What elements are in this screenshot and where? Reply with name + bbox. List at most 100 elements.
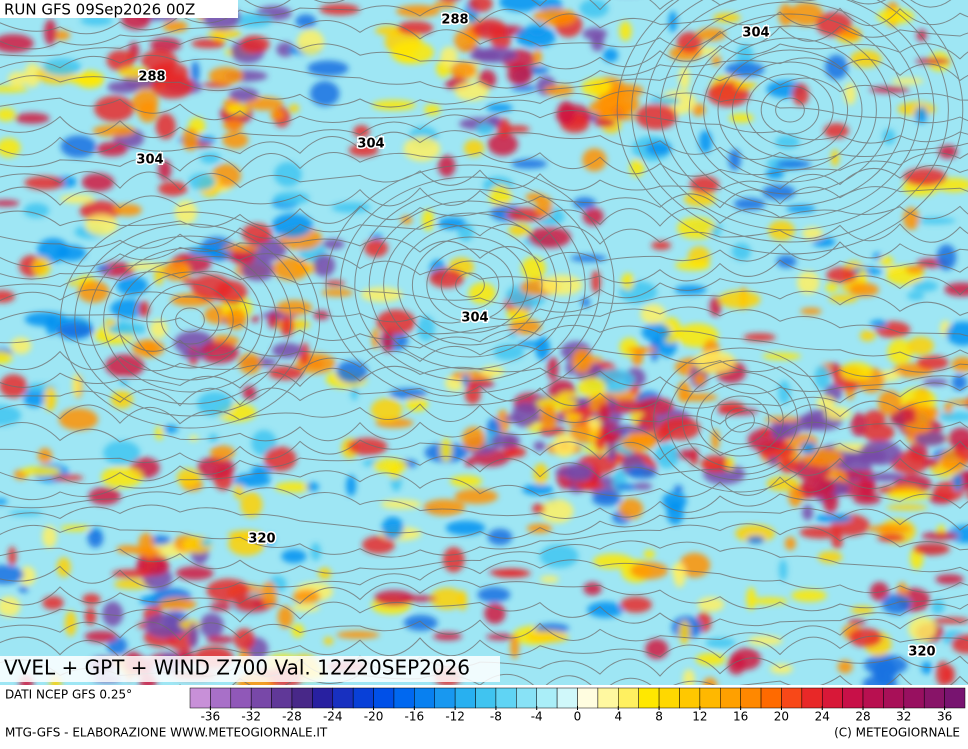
colorbar-swatch	[741, 688, 761, 708]
field-patch	[917, 30, 927, 42]
field-patch	[841, 362, 873, 381]
field-patch	[746, 587, 756, 610]
colorbar-swatch	[251, 688, 271, 708]
field-patch	[234, 628, 255, 650]
field-patch	[553, 434, 575, 458]
colorbar-swatch	[822, 688, 842, 708]
field-patch	[727, 655, 745, 675]
field-patch	[593, 554, 633, 569]
field-patch	[873, 659, 897, 685]
field-patch	[878, 390, 902, 415]
field-patch	[906, 265, 925, 274]
field-patch	[943, 665, 955, 684]
field-patch	[191, 39, 225, 49]
field-patch	[587, 602, 624, 618]
field-patch	[518, 341, 544, 347]
field-patch	[270, 110, 284, 120]
field-patch	[732, 243, 751, 260]
field-patch	[848, 619, 866, 625]
footer-right: (C) METEOGIORNALE	[834, 726, 960, 740]
field-patch	[272, 213, 313, 237]
field-patch	[323, 637, 333, 645]
field-patch	[860, 330, 876, 341]
field-patch	[881, 525, 893, 532]
colorbar-swatch	[802, 688, 822, 708]
colorbar-tick-label: 24	[815, 710, 830, 724]
field-patch	[931, 600, 945, 614]
field-patch	[791, 589, 827, 601]
field-patch	[200, 152, 221, 163]
colorbar-swatch	[761, 688, 781, 708]
field-patch	[924, 458, 939, 468]
field-patch	[470, 50, 501, 62]
field-patch	[913, 543, 950, 556]
colorbar-swatch	[435, 688, 455, 708]
field-patch	[348, 438, 388, 456]
colorbar-tick-label: -24	[323, 710, 343, 724]
field-patch	[42, 526, 56, 548]
footer-left: MTG-GFS - ELABORAZIONE WWW.METEOGIORNALE…	[5, 726, 328, 740]
colorbar-swatch	[496, 688, 516, 708]
field-patch	[603, 48, 618, 62]
colorbar-swatch	[659, 688, 679, 708]
field-patch	[849, 283, 879, 297]
field-patch	[534, 463, 549, 485]
colorbar-swatch	[781, 688, 801, 708]
source-label: DATI NCEP GFS 0.25°	[5, 688, 132, 702]
colorbar-swatch	[394, 688, 414, 708]
field-patch	[163, 260, 191, 280]
colorbar-swatch	[516, 688, 536, 708]
contour-label: 304	[461, 311, 488, 326]
contour-label: 288	[441, 13, 468, 28]
field-patch	[879, 256, 893, 266]
field-patch	[503, 125, 530, 133]
field-patch	[389, 465, 402, 479]
field-patch	[150, 38, 181, 53]
field-patch	[779, 560, 787, 581]
field-patch	[770, 664, 793, 674]
field-patch	[44, 386, 56, 411]
field-patch	[223, 119, 244, 131]
field-patch	[923, 379, 948, 386]
field-patch	[719, 290, 761, 308]
field-patch	[818, 551, 843, 563]
field-patch	[557, 101, 575, 125]
colorbar-tick-label: 8	[655, 710, 663, 724]
colorbar-swatch	[476, 688, 496, 708]
field-patch	[268, 313, 279, 329]
field-patch	[78, 281, 110, 303]
colorbar-swatch	[904, 688, 924, 708]
field-patch	[540, 576, 559, 583]
field-patch	[117, 276, 148, 296]
field-patch	[583, 28, 608, 40]
field-patch	[446, 521, 486, 536]
field-patch	[458, 590, 467, 610]
colorbar-swatch	[190, 688, 210, 708]
field-patch	[336, 631, 379, 639]
colorbar-swatch	[924, 688, 944, 708]
colorbar-swatch	[557, 688, 577, 708]
field-patch	[382, 517, 404, 540]
colorbar-swatch	[700, 688, 720, 708]
field-patch	[82, 173, 115, 191]
field-patch	[372, 100, 416, 110]
field-patch	[621, 273, 634, 290]
field-patch	[138, 533, 154, 556]
field-patch	[778, 381, 790, 405]
field-patch	[636, 104, 677, 130]
field-patch	[859, 269, 867, 285]
field-patch	[801, 441, 817, 454]
field-patch	[526, 631, 569, 643]
field-patch	[251, 316, 259, 323]
field-patch	[541, 499, 574, 523]
contour-label: 304	[742, 26, 769, 41]
colorbar-tick-label: -36	[201, 710, 221, 724]
field-patch	[21, 466, 61, 476]
field-patch	[675, 260, 710, 271]
field-patch	[72, 374, 80, 397]
field-patch	[443, 547, 465, 572]
field-patch	[486, 634, 514, 641]
field-patch	[953, 473, 963, 491]
field-patch	[191, 61, 199, 83]
field-patch	[743, 333, 776, 341]
